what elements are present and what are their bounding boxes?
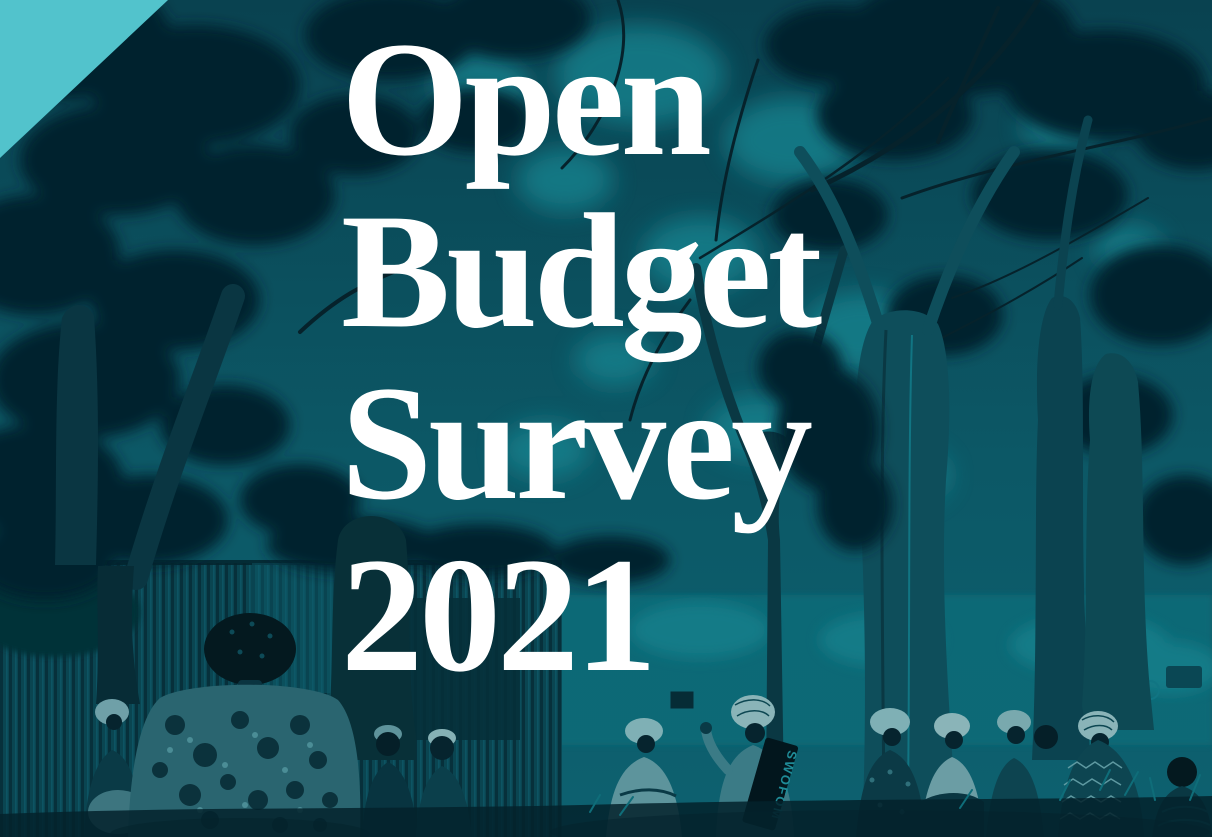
photo-trunks	[55, 115, 1154, 837]
cover-title-line-4: 2021	[341, 525, 657, 706]
photo-radio-box	[669, 690, 695, 710]
photo-hanging-foliage	[758, 330, 893, 551]
photo-vehicle	[1166, 666, 1202, 688]
cover-title: Open Budget Survey 2021	[341, 9, 822, 706]
cover-title-line-3: Survey	[341, 353, 813, 534]
cover-title-line-2: Budget	[341, 181, 822, 362]
corner-accent-triangle	[0, 0, 168, 158]
cover-title-line-1: Open	[341, 9, 712, 190]
photo-ground	[0, 769, 1212, 837]
